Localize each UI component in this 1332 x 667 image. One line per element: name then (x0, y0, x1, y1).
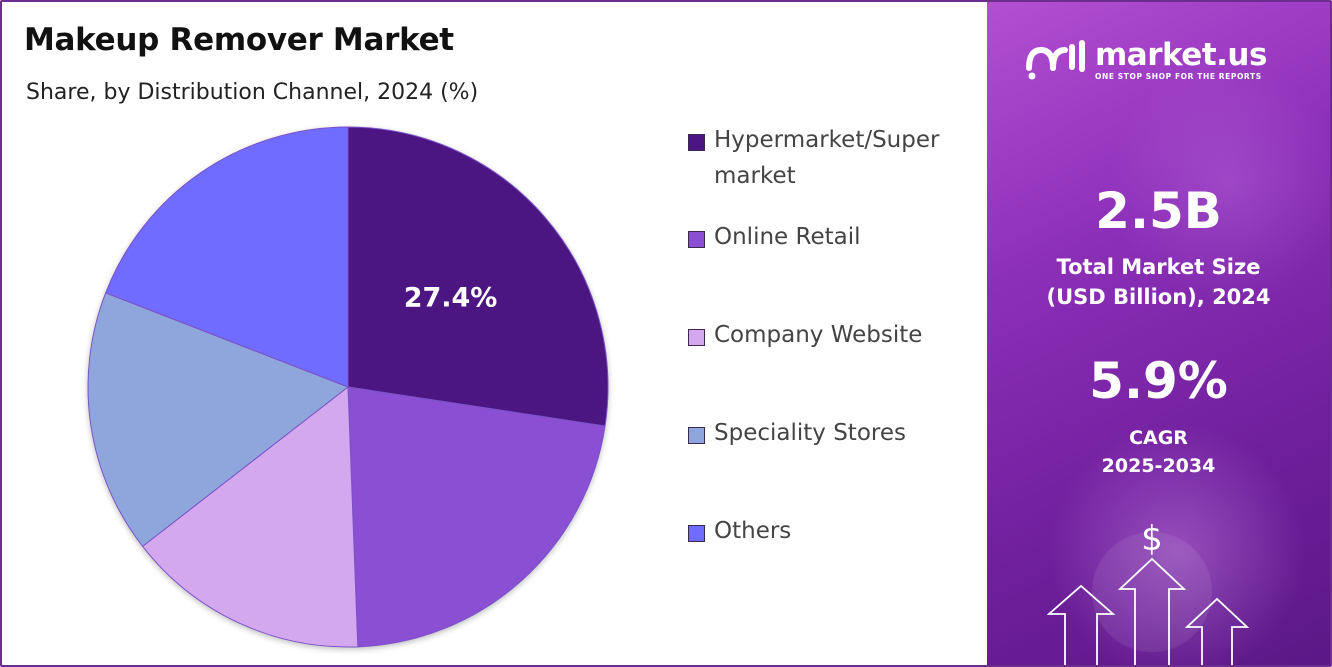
pie-slice-hypermarket (347, 126, 609, 427)
coin-glow (1092, 532, 1212, 652)
legend-swatch-online-retail (688, 231, 705, 248)
background-glow (1107, 62, 1330, 302)
legend-label-hypermarket: Hypermarket/Super market (714, 127, 940, 189)
legend-label-online-retail: Online Retail (714, 224, 861, 250)
pie-chart: 27.4% (87, 126, 609, 648)
growth-arrows-decoration: $ (1046, 519, 1250, 665)
chart-panel: Makeup Remover Market Share, by Distribu… (2, 2, 986, 665)
brand-logo: market.us ONE STOP SHOP FOR THE REPORTS (1025, 38, 1267, 82)
arrow-up-icon (1046, 584, 1116, 665)
legend-item-others: Others (688, 518, 974, 549)
arrow-up-icon (1117, 557, 1187, 665)
legend-swatch-hypermarket (688, 134, 705, 151)
market-size-label: Total Market Size (USD Billion), 2024 (987, 252, 1330, 312)
data-label-hypermarket: 27.4% (404, 282, 498, 313)
pie-slice-company-website (141, 386, 359, 648)
legend-swatch-others (688, 525, 705, 542)
legend-item-speciality-stores: Speciality Stores (688, 420, 974, 451)
market-size-label-line2: (USD Billion), 2024 (1046, 285, 1271, 309)
market-size-value: 2.5B (1095, 182, 1222, 240)
market-us-logo-icon (1026, 40, 1085, 80)
legend-item-hypermarket: Hypermarket/Super market (688, 127, 974, 194)
legend-label-others: Others (714, 518, 792, 544)
cagr-label-line1: CAGR (1129, 427, 1188, 449)
cagr-label-line2: 2025-2034 (1101, 455, 1216, 477)
brand-tagline: ONE STOP SHOP FOR THE REPORTS (1095, 72, 1262, 81)
summary-panel: market.us ONE STOP SHOP FOR THE REPORTS … (987, 2, 1330, 665)
legend-label-company-website: Company Website (714, 322, 923, 348)
chart-title: Makeup Remover Market (24, 22, 454, 58)
market-size-label-line1: Total Market Size (1056, 255, 1261, 279)
pie-slice-others (105, 126, 349, 388)
cagr-value: 5.9% (1089, 352, 1228, 410)
legend-item-online-retail: Online Retail (688, 224, 974, 255)
legend-label-speciality-stores: Speciality Stores (714, 420, 906, 446)
brand-name: market.us (1095, 37, 1267, 73)
chart-subtitle: Share, by Distribution Channel, 2024 (%) (26, 80, 479, 105)
arrow-up-icon (1184, 597, 1250, 665)
legend-item-company-website: Company Website (688, 322, 974, 353)
legend-swatch-speciality-stores (688, 427, 705, 444)
pie-slice-speciality-stores (87, 292, 350, 548)
legend-swatch-company-website (688, 329, 705, 346)
background-glow (1047, 422, 1307, 665)
cagr-label: CAGR 2025-2034 (987, 424, 1330, 480)
pie-slice-online-retail (347, 386, 606, 648)
dollar-icon: $ (1141, 519, 1163, 559)
